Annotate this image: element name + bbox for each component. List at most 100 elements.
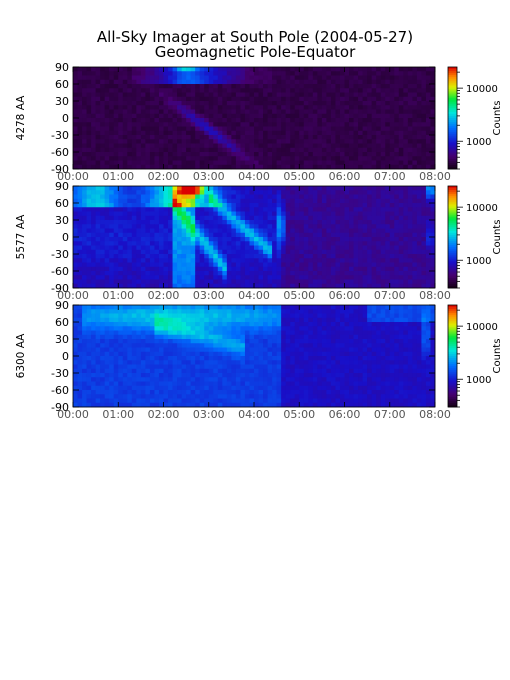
heatmap-cell (217, 373, 223, 378)
heatmap-cell (235, 360, 241, 365)
heatmap-cell (168, 241, 173, 246)
heatmap-cell (421, 237, 427, 242)
heatmap-cell (208, 271, 214, 276)
heatmap-cell (303, 67, 309, 72)
heatmap-cell (254, 232, 259, 238)
heatmap-cell (344, 147, 350, 153)
heatmap-cell (231, 368, 237, 374)
heatmap-cell (77, 258, 83, 263)
heatmap-cell (95, 88, 101, 93)
heatmap-cell (172, 84, 178, 89)
heatmap-cell (294, 258, 300, 263)
heatmap-cell (303, 156, 309, 161)
heatmap-cell (317, 266, 323, 272)
heatmap-cell (208, 105, 214, 110)
heatmap-cell (154, 245, 160, 251)
heatmap-cell (312, 258, 318, 263)
heatmap-cell (136, 84, 142, 89)
heatmap-cell (254, 266, 259, 272)
heatmap-cell (254, 139, 259, 144)
heatmap-cell (330, 152, 336, 157)
heatmap-cell (181, 381, 187, 387)
heatmap-cell (199, 241, 205, 246)
heatmap-cell (113, 360, 119, 365)
heatmap-cell (213, 101, 219, 106)
heatmap-cell (344, 88, 350, 93)
heatmap-cell (425, 164, 431, 170)
heatmap-cell (425, 152, 431, 157)
heatmap-cell (226, 245, 232, 251)
heatmap-cell (254, 220, 259, 225)
heatmap-cell (190, 118, 196, 123)
heatmap-cell (181, 356, 187, 361)
colorbar-segment (448, 190, 457, 193)
heatmap-cell (285, 245, 291, 251)
heatmap-cell (73, 126, 78, 132)
heatmap-cell (73, 364, 78, 370)
heatmap-cell (145, 152, 151, 157)
heatmap-cell (290, 190, 296, 195)
heatmap-cell (349, 139, 354, 144)
heatmap-cell (149, 84, 155, 89)
heatmap-cell (267, 118, 273, 123)
heatmap-cell (199, 207, 205, 212)
heatmap-cell (385, 92, 391, 98)
heatmap-cell (195, 339, 201, 344)
heatmap-cell (172, 211, 178, 217)
heatmap-cell (158, 139, 164, 144)
colorbar-segment (448, 107, 457, 111)
heatmap-cell (421, 96, 427, 102)
heatmap-cell (95, 279, 101, 285)
heatmap-cell (240, 309, 246, 314)
heatmap-cell (394, 262, 400, 268)
x-tick-label: 08:00 (419, 170, 451, 183)
heatmap-cell (122, 194, 128, 200)
heatmap-cell (281, 207, 286, 212)
heatmap-cell (244, 67, 250, 72)
heatmap-cell (231, 254, 237, 259)
heatmap-cell (317, 71, 323, 76)
heatmap-cell (317, 228, 323, 234)
heatmap-cell (73, 224, 78, 229)
heatmap-cell (226, 198, 232, 204)
heatmap-cell (398, 279, 404, 285)
heatmap-cell (321, 109, 327, 115)
heatmap-cell (353, 152, 359, 157)
heatmap-cell (127, 351, 133, 357)
colorbar-segment (448, 188, 457, 191)
heatmap-cell (358, 109, 363, 115)
heatmap-cell (118, 364, 124, 370)
heatmap-cell (199, 377, 205, 382)
heatmap-cell (136, 245, 142, 251)
colorbar-tick-label: 10000 (466, 203, 498, 214)
heatmap-cell (104, 143, 110, 149)
heatmap-cell (77, 364, 83, 370)
heatmap-cell (82, 143, 87, 149)
heatmap-cell (290, 96, 296, 102)
heatmap-cell (77, 109, 83, 115)
heatmap-cell (177, 232, 182, 238)
heatmap-cell (421, 113, 427, 119)
heatmap-cell (249, 92, 255, 98)
heatmap-cell (163, 211, 169, 217)
heatmap-cell (181, 135, 187, 140)
heatmap-cell (131, 122, 137, 127)
heatmap-cell (95, 364, 101, 370)
colorbar-tick-label: 1000 (466, 137, 491, 148)
heatmap-cell (367, 143, 372, 149)
heatmap-cell (181, 203, 187, 208)
heatmap-cell (213, 211, 219, 217)
heatmap-cell (244, 254, 250, 259)
heatmap-cell (371, 245, 377, 251)
heatmap-cell (145, 322, 151, 327)
heatmap-cell (100, 262, 105, 268)
heatmap-cell (281, 241, 286, 246)
heatmap-cell (403, 215, 409, 221)
heatmap-cell (100, 275, 105, 280)
heatmap-cell (353, 249, 359, 255)
heatmap-cell (100, 224, 105, 229)
heatmap-cell (416, 220, 422, 225)
x-tick-label: 06:00 (329, 170, 361, 183)
heatmap-cell (358, 241, 363, 246)
heatmap-cell (394, 258, 400, 263)
